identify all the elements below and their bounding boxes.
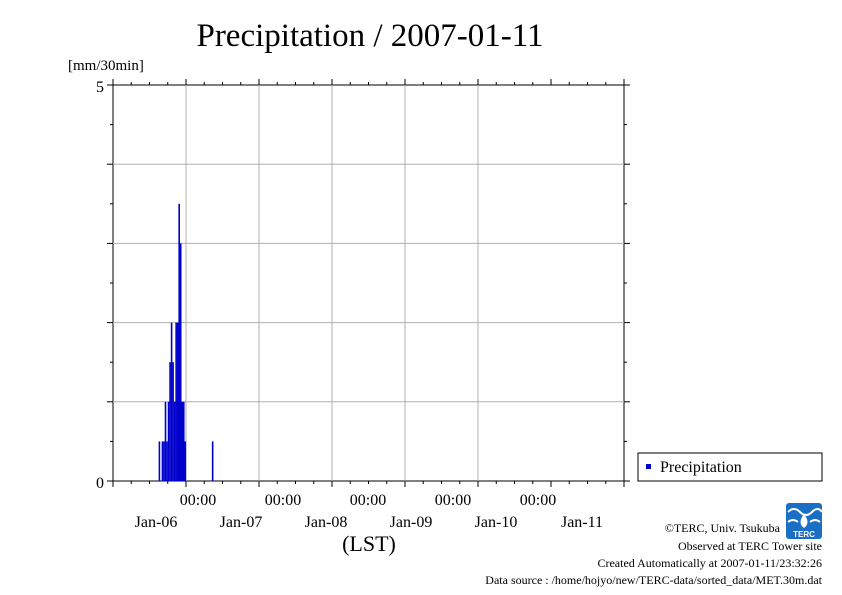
precipitation-bar [172,362,174,481]
precipitation-bar [181,401,184,481]
precipitation-bar [169,362,171,481]
y-tick-label-min: 0 [96,475,104,492]
precipitation-bar [166,441,168,481]
x-tick-time-4: 00:00 [435,492,471,509]
x-tick-date-1: Jan-06 [135,514,178,531]
precipitation-bar [184,441,187,481]
created-timestamp-text: Created Automatically at 2007-01-11/23:3… [597,556,822,570]
x-tick-time-3: 00:00 [350,492,386,509]
precipitation-bar [178,203,180,482]
precipitation-bar [176,322,179,481]
copyright-text: ©TERC, Univ. Tsukuba [665,521,781,535]
legend: Precipitation [637,452,823,482]
x-tick-time-2: 00:00 [265,492,301,509]
precipitation-bar [164,401,167,481]
logo-text: TERC [793,530,815,539]
x-tick-date-4: Jan-09 [390,514,433,531]
x-tick-date-2: Jan-07 [220,514,263,531]
chart-title: Precipitation / 2007-01-11 [196,18,543,54]
plot-area [112,84,625,482]
grid [113,85,624,481]
precipitation-bar [179,243,182,481]
legend-box [637,452,823,482]
precipitation-bar [161,441,164,481]
x-tick-date-5: Jan-10 [475,514,518,531]
axis-ticks [107,79,630,487]
x-tick-date-3: Jan-08 [305,514,348,531]
precipitation-bar [158,441,161,481]
precipitation-bar [170,322,173,481]
terc-logo: TERC [786,503,823,539]
legend-swatch [646,464,651,469]
precipitation-bar [182,401,185,481]
data-source-text: Data source : /home/hojyo/new/TERC-data/… [485,573,822,587]
observed-site-text: Observed at TERC Tower site [678,539,822,553]
precipitation-bar [173,401,176,481]
precipitation-bar [163,441,165,481]
x-tick-time-5: 00:00 [520,492,556,509]
precipitation-bar [175,322,177,481]
x-axis-label: (LST) [342,531,396,556]
y-axis-unit-label: [mm/30min] [68,58,144,74]
x-tick-time-1: 00:00 [180,492,216,509]
bar-series [158,203,214,482]
y-tick-label-max: 5 [96,79,104,96]
legend-label: Precipitation [660,459,742,476]
precipitation-bar [167,401,170,481]
x-tick-date-6: Jan-11 [561,514,603,531]
precipitation-bar [211,441,214,481]
